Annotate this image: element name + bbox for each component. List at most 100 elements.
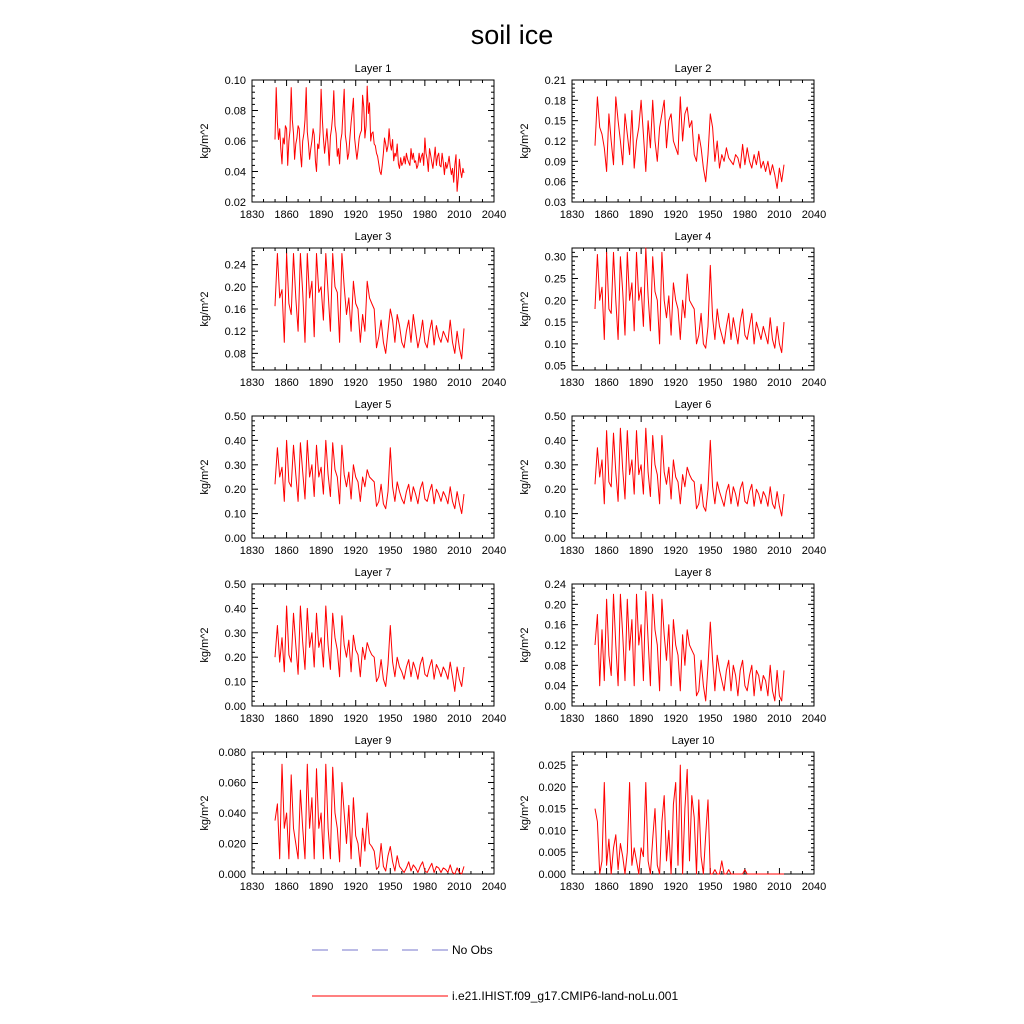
plot-frame	[571, 247, 815, 371]
plot-frame	[251, 247, 495, 371]
x-tick-label: 1980	[733, 713, 757, 725]
x-tick-label: 1950	[698, 209, 722, 221]
y-axis-label: kg/m^2	[199, 123, 211, 158]
y-tick-label: 0.50	[225, 411, 246, 423]
x-tick-label: 2040	[482, 713, 506, 725]
y-tick-label: 0.16	[225, 304, 246, 316]
legend-label-model: i.e21.IHIST.f09_g17.CMIP6-land-noLu.001	[452, 989, 678, 1003]
x-tick-label: 1920	[663, 881, 687, 893]
x-tick-label: 2010	[767, 713, 791, 725]
x-tick-label: 2010	[447, 545, 471, 557]
y-tick-label: 0.30	[225, 460, 246, 472]
x-tick-label: 1980	[413, 881, 437, 893]
panel-layer-8: Layer 8 kg/m^2 1830 1860 1890 1920 1950 1980 201…	[519, 567, 826, 725]
x-tick-label: 2010	[447, 713, 471, 725]
x-tick-label: 1830	[240, 713, 264, 725]
x-tick-label: 1950	[698, 881, 722, 893]
y-tick-label: 0.20	[545, 484, 566, 496]
y-tick-label: 0.20	[225, 652, 246, 664]
y-tick-label: 0.40	[225, 603, 246, 615]
y-tick-label: 0.15	[545, 317, 566, 329]
y-tick-label: 0.10	[225, 75, 246, 87]
x-tick-label: 1920	[663, 377, 687, 389]
y-tick-label: 0.24	[225, 260, 246, 272]
y-tick-label: 0.10	[545, 509, 566, 521]
x-tick-label: 2040	[802, 713, 826, 725]
figure-title: soil ice	[471, 20, 554, 50]
y-axis-label: kg/m^2	[199, 627, 211, 662]
legend: No Obs i.e21.IHIST.f09_g17.CMIP6-land-no…	[312, 943, 678, 1003]
x-tick-label: 1950	[378, 881, 402, 893]
x-tick-label: 1890	[309, 713, 333, 725]
series-line	[274, 763, 465, 875]
y-tick-label: 0.09	[545, 156, 566, 168]
y-tick-label: 0.020	[218, 839, 246, 851]
y-tick-label: 0.50	[545, 411, 566, 423]
y-tick-label: 0.30	[545, 252, 566, 264]
x-tick-label: 1920	[343, 881, 367, 893]
x-tick-label: 1890	[309, 209, 333, 221]
legend-label-no-obs: No Obs	[452, 943, 493, 957]
x-tick-label: 2010	[447, 881, 471, 893]
plot-frame	[571, 415, 815, 539]
x-tick-label: 1860	[274, 881, 298, 893]
x-tick-label: 1830	[240, 881, 264, 893]
x-tick-label: 1980	[733, 881, 757, 893]
panel-title: Layer 9	[355, 735, 392, 747]
x-tick-label: 1860	[274, 545, 298, 557]
y-tick-label: 0.15	[545, 116, 566, 128]
panel-title: Layer 10	[672, 735, 715, 747]
panel-layer-4: Layer 4 kg/m^2 1830 1860 1890 1920 1950 1980 201…	[519, 231, 826, 389]
x-tick-label: 1950	[378, 209, 402, 221]
y-tick-label: 0.18	[545, 95, 566, 107]
series-line	[594, 96, 785, 189]
y-tick-label: 0.10	[225, 677, 246, 689]
x-tick-label: 1920	[343, 209, 367, 221]
x-tick-label: 2010	[767, 545, 791, 557]
x-tick-label: 1920	[343, 377, 367, 389]
panel-title: Layer 1	[355, 63, 392, 75]
y-tick-label: 0.020	[538, 782, 566, 794]
panel-title: Layer 5	[355, 399, 392, 411]
panel-layer-7: Layer 7 kg/m^2 1830 1860 1890 1920 1950 1980 201…	[199, 567, 506, 725]
panels-grid: Layer 1 kg/m^2 1830 1860 1890 1920 1950 1980 201…	[199, 63, 826, 893]
y-tick-label: 0.04	[545, 681, 566, 693]
y-tick-label: 0.015	[538, 804, 566, 816]
y-tick-label: 0.000	[218, 869, 246, 881]
y-tick-label: 0.25	[545, 274, 566, 286]
y-tick-label: 0.20	[225, 484, 246, 496]
panel-layer-1: Layer 1 kg/m^2 1830 1860 1890 1920 1950 1980 201…	[199, 63, 506, 221]
series-line	[274, 605, 465, 692]
y-tick-label: 0.16	[545, 620, 566, 632]
x-tick-label: 1950	[698, 545, 722, 557]
y-axis-label: kg/m^2	[519, 291, 531, 326]
y-tick-label: 0.20	[225, 282, 246, 294]
y-tick-label: 0.30	[225, 628, 246, 640]
plot-frame	[571, 751, 815, 875]
y-axis-label: kg/m^2	[519, 459, 531, 494]
y-tick-label: 0.12	[545, 640, 566, 652]
y-tick-label: 0.50	[225, 579, 246, 591]
y-axis-label: kg/m^2	[519, 627, 531, 662]
x-tick-label: 1980	[733, 545, 757, 557]
x-tick-label: 2040	[802, 545, 826, 557]
x-tick-label: 1920	[343, 545, 367, 557]
x-tick-label: 2010	[767, 881, 791, 893]
x-tick-label: 2010	[447, 377, 471, 389]
y-tick-label: 0.000	[538, 869, 566, 881]
x-tick-label: 2040	[482, 377, 506, 389]
y-tick-label: 0.20	[545, 295, 566, 307]
series-line	[274, 85, 465, 192]
x-tick-label: 1830	[560, 377, 584, 389]
x-tick-label: 1890	[309, 881, 333, 893]
y-tick-label: 0.040	[218, 808, 246, 820]
y-tick-label: 0.21	[545, 75, 566, 87]
x-tick-label: 1890	[629, 545, 653, 557]
x-tick-label: 1860	[594, 377, 618, 389]
x-tick-label: 1830	[240, 377, 264, 389]
x-tick-label: 1860	[274, 713, 298, 725]
x-tick-label: 2040	[802, 881, 826, 893]
x-tick-label: 1950	[698, 713, 722, 725]
y-tick-label: 0.080	[218, 747, 246, 759]
